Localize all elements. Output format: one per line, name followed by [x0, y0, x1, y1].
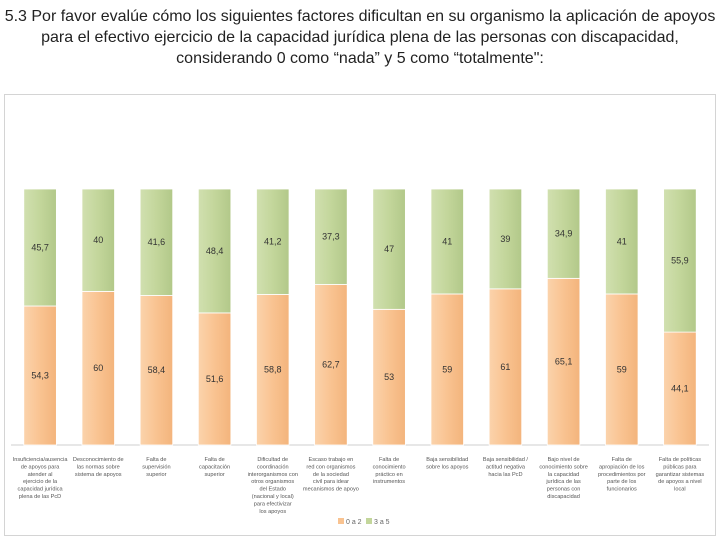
- category-label-6: Escaso trabajo en red con organismos de la…: [303, 457, 359, 493]
- data-label-low-1: 54,3: [31, 370, 49, 380]
- bar-high-5: [256, 188, 290, 295]
- bar-high-9: [488, 188, 523, 290]
- chart-area: 54,3 45,7 60 40 58,4 41,6 51,6 48,4 58,8 41,2 62,7…: [4, 94, 716, 536]
- bar-high-3: [139, 188, 174, 296]
- legend-swatch-1: [338, 518, 344, 524]
- bar-high-4: [197, 188, 232, 314]
- category-label-4: Falta de capacitación superior: [199, 457, 230, 478]
- data-label-high-5: 41,2: [264, 237, 282, 247]
- bar-high-10: [546, 188, 581, 279]
- category-label-3: Falta de supervisión superior: [142, 457, 170, 478]
- category-label-11: Falta de apropiación de los procedimientos…: [598, 457, 646, 493]
- bar-low-3: [139, 295, 174, 446]
- legend-entry-1: 0 a 2: [346, 519, 362, 526]
- legend-swatch-2: [366, 518, 372, 524]
- data-label-low-8: 59: [442, 364, 452, 374]
- data-label-high-10: 34,9: [555, 229, 573, 239]
- bar-high-12: [663, 188, 697, 333]
- data-label-low-7: 53: [384, 372, 394, 382]
- page-title: 5.3 Por favor evalúe cómo los siguientes…: [4, 8, 716, 67]
- bar-low-10: [546, 277, 581, 446]
- data-label-low-11: 59: [617, 364, 627, 374]
- data-label-low-3: 58,4: [148, 365, 166, 375]
- bar-low-1: [23, 305, 57, 446]
- bar-low-4: [197, 312, 232, 446]
- data-label-high-3: 41,6: [148, 237, 166, 247]
- data-label-high-9: 39: [500, 234, 510, 244]
- data-label-high-7: 47: [384, 244, 394, 254]
- data-label-high-2: 40: [93, 235, 103, 245]
- category-label-8: Baja sensibilidad sobre los apoyos: [426, 457, 468, 470]
- data-label-low-6: 62,7: [322, 360, 340, 370]
- bar-low-12: [663, 331, 697, 446]
- bar-high-2: [81, 188, 115, 292]
- bar-low-7: [372, 308, 406, 446]
- data-label-low-5: 58,8: [264, 365, 282, 375]
- stacked-bar-chart: 54,3 45,7 60 40 58,4 41,6 51,6 48,4 58,8 41,2 62,7…: [11, 188, 709, 526]
- data-label-high-8: 41: [442, 236, 452, 246]
- bar-low-6: [314, 284, 348, 446]
- category-label-9: Baja sensibilidad / actitud negativa hacia…: [483, 457, 529, 478]
- data-label-low-10: 65,1: [555, 357, 573, 367]
- bar-low-8: [430, 293, 464, 446]
- category-label-7: Falta de conocimiento práctico en instrumen…: [373, 457, 406, 485]
- data-label-high-6: 37,3: [322, 232, 340, 242]
- category-label-10: Bajo nivel de conocimiento sobre la capaci…: [539, 457, 588, 500]
- data-label-high-4: 48,4: [206, 246, 224, 256]
- data-label-low-12: 44,1: [671, 384, 689, 394]
- bar-high-7: [372, 188, 406, 310]
- data-label-low-2: 60: [93, 363, 103, 373]
- bar-low-9: [488, 288, 523, 446]
- category-label-5: Dificultad de coordinación interorganismos…: [248, 457, 298, 515]
- data-label-high-12: 55,9: [671, 256, 689, 266]
- category-label-1: Insuficiencia/ausencia de apoyos para aten…: [13, 457, 69, 500]
- legend-entry-2: 3 a 5: [374, 519, 390, 526]
- data-label-high-11: 41: [617, 236, 627, 246]
- data-label-high-1: 45,7: [31, 242, 49, 252]
- category-label-12: Falta de políticas públicas para garantiza…: [656, 457, 705, 493]
- bar-high-6: [314, 188, 348, 285]
- data-label-low-9: 61: [500, 362, 510, 372]
- bar-high-1: [23, 188, 57, 307]
- bar-high-11: [605, 188, 639, 295]
- data-label-low-4: 51,6: [206, 374, 224, 384]
- bar-low-5: [256, 294, 290, 446]
- bar-high-8: [430, 188, 464, 295]
- bar-low-11: [605, 293, 639, 446]
- category-label-2: Desconocimiento de las normas sobre sistem…: [73, 457, 124, 478]
